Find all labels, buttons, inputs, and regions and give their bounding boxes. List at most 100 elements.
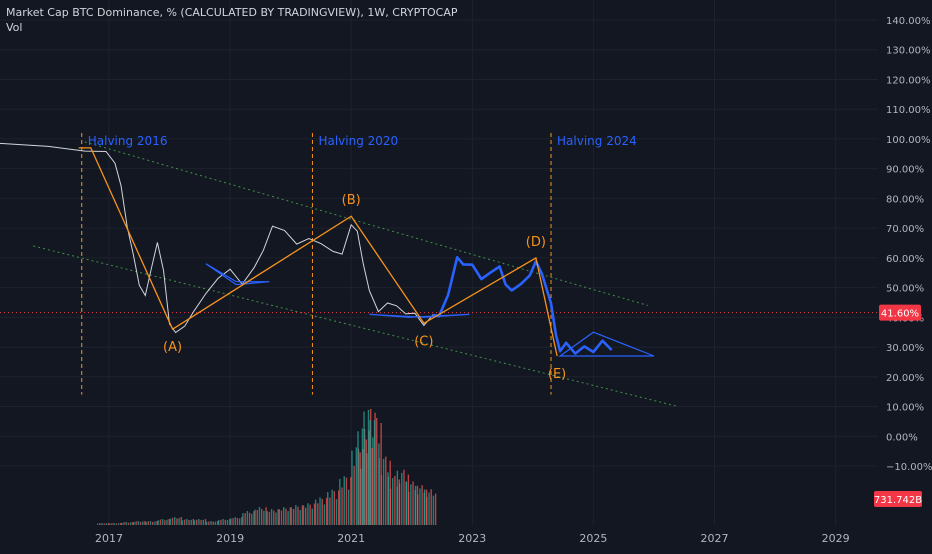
volume-bar [369,420,371,525]
volume-bar [319,497,321,525]
y-tick-label: 140.00% [886,16,931,27]
volume-bar [396,470,399,525]
volume-bar [166,519,168,525]
volume-bar [113,523,115,525]
volume-bar [99,523,101,525]
halving-label: Halving 2016 [88,134,168,148]
volume-bar [421,485,423,525]
y-tick-label: 70.00% [886,224,924,235]
volume-bar [176,518,178,525]
y-tick-label: 30.00% [886,343,924,354]
volume-bar [253,511,255,525]
volume-bar [282,507,285,525]
volume-bar [432,495,435,525]
wave-label: (E) [548,367,566,382]
volume-bar [232,518,234,525]
volume-bar [363,411,365,525]
volume-bar [329,497,331,525]
halving-label: Halving 2020 [318,134,398,148]
volume-bar [301,505,304,525]
volume-badge [874,491,922,507]
volume-bar [412,481,414,525]
volume-bar [263,510,265,525]
volume-bar [139,521,142,525]
volume-bar [351,450,353,525]
volume-bar [405,482,408,525]
current-price-label: 41.60% [881,309,919,320]
volume-bar [335,499,338,525]
volume-bar [200,519,202,525]
volume-bar [144,521,146,525]
volume-bar [186,519,188,525]
volume-bar [181,520,184,525]
volume-bar [242,513,244,525]
volume-bar [299,509,301,525]
volume-bar [159,519,162,525]
volume-bar [333,491,336,525]
volume-bar [254,509,256,525]
volume-bar [236,518,239,525]
channel-line [33,245,679,408]
volume-bar [355,447,358,525]
volume-bar [192,519,195,525]
current-price-badge [879,304,921,321]
volume-bar [161,519,164,525]
volume-indicator-label: Vol [6,21,23,34]
volume-bar [251,513,253,525]
volume-bar [190,519,192,525]
triangle-pattern [558,331,655,357]
volume-bar [275,512,277,525]
y-tick-label: 90.00% [886,165,924,176]
volume-bar [103,523,105,525]
volume-bar [285,508,287,525]
volume-bar [105,523,108,525]
volume-bar [137,521,140,525]
volume-bar [321,498,323,525]
volume-bar [210,521,212,525]
volume-bar [380,475,383,525]
volume-bar [168,519,170,525]
y-tick-label: 130.00% [886,46,931,57]
volume-bar [289,507,291,525]
volume-bar [178,518,180,525]
volume-bar [401,472,403,525]
volume-bar [353,465,355,525]
volume-bar [327,492,329,525]
volume-bar [367,409,370,525]
volume-bar [380,422,382,525]
volume-bar [394,475,396,525]
volume-bar [266,511,268,525]
wave-label: (C) [414,334,433,349]
volume-bar [378,457,380,525]
volume-bar [180,517,182,525]
volume-bar [147,521,149,525]
volume-bar [188,520,190,525]
volume-bar [278,509,280,525]
volume-bar [325,497,328,525]
volume-bar [407,492,410,525]
volume-bar [183,519,186,525]
volume-bar [133,522,135,525]
volume-bar [96,523,99,525]
volume-bar [120,523,122,525]
volume-bar [273,510,275,525]
volume-bar [145,522,147,525]
volume-bar [115,523,118,525]
dominance-line-recent [432,256,613,355]
volume-bar [270,509,273,525]
volume-bar [341,487,343,525]
volume-bar [244,513,246,525]
volume-bar [426,497,428,525]
volume-bar [398,483,401,525]
volume-bar [258,507,261,525]
volume-bar [347,489,350,525]
volume-bar [307,503,309,525]
volume-bar [331,489,333,525]
triangle-pattern [205,263,270,286]
volume-bar [205,521,208,525]
y-tick-label: −10.00% [886,462,932,473]
volume-bar [238,518,241,525]
volume-bar [309,504,311,525]
